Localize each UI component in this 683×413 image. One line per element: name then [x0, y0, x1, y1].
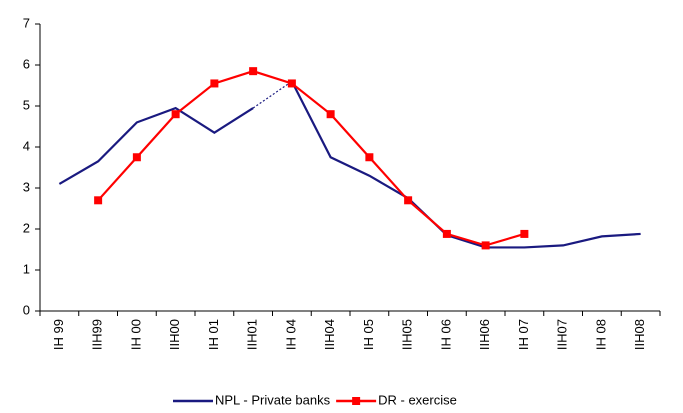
marker	[287, 79, 296, 88]
x-tick-label: IH 01	[206, 319, 221, 350]
y-tick-label: 1	[23, 261, 30, 276]
y-tick-label: 0	[23, 302, 30, 317]
x-tick-label: IIH08	[632, 319, 647, 350]
marker	[210, 79, 219, 88]
x-tick-label: IH 04	[283, 319, 298, 350]
x-tick-label: IIH00	[167, 319, 182, 350]
y-tick-label: 7	[23, 15, 30, 30]
y-tick-label: 6	[23, 56, 30, 71]
y-tick-label: 3	[23, 179, 30, 194]
marker	[404, 196, 413, 205]
x-tick-label: IIH99	[90, 319, 105, 350]
x-tick-label: IIH01	[245, 319, 260, 350]
legend-label: NPL - Private banks	[215, 392, 331, 407]
marker	[442, 229, 451, 238]
y-tick-label: 2	[23, 220, 30, 235]
marker	[249, 67, 258, 76]
x-tick-label: IH 08	[593, 319, 608, 350]
x-tick-label: IH 99	[51, 319, 66, 350]
x-tick-label: IH 07	[516, 319, 531, 350]
series-line-dashed	[252, 80, 293, 109]
legend-marker	[352, 397, 361, 405]
x-tick-label: IH 05	[361, 319, 376, 350]
marker	[365, 153, 374, 162]
marker	[171, 110, 180, 119]
x-tick-label: IH 00	[128, 319, 143, 350]
marker	[326, 110, 335, 119]
marker	[481, 241, 490, 250]
x-tick-label: IIH07	[555, 319, 570, 350]
series-line	[58, 106, 254, 185]
y-tick-label: 5	[23, 97, 30, 112]
series-line	[290, 80, 641, 249]
series-line	[97, 69, 525, 247]
marker	[94, 196, 103, 205]
legend-label: DR - exercise	[378, 392, 457, 407]
x-tick-label: IIH05	[400, 319, 415, 350]
y-tick-label: 4	[23, 138, 30, 153]
x-tick-label: IH 06	[438, 319, 453, 350]
x-tick-label: IIH06	[477, 319, 492, 350]
marker	[520, 229, 529, 238]
marker	[132, 153, 141, 162]
x-tick-label: IIH04	[322, 319, 337, 350]
